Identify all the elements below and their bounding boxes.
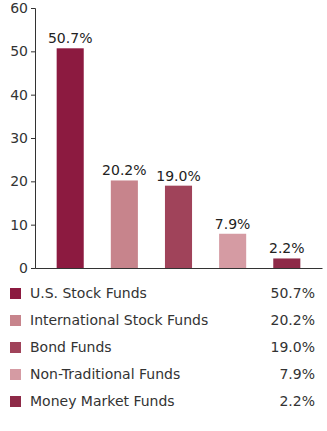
legend-swatch [10, 342, 21, 353]
y-tick: 40 [10, 87, 35, 103]
legend-label: Non-Traditional Funds [30, 366, 180, 382]
y-tick-label: 0 [19, 260, 28, 276]
data-label: 50.7% [48, 30, 92, 46]
y-tick: 50 [10, 43, 35, 59]
y-tick: 10 [10, 217, 35, 233]
legend-label: U.S. Stock Funds [30, 285, 147, 301]
bar [57, 48, 84, 268]
legend-item: Non-Traditional Funds 7.9% [10, 366, 315, 382]
y-tick-mark [31, 225, 35, 226]
y-tick: 30 [10, 130, 35, 146]
y-tick-mark [31, 138, 35, 139]
legend-label: Bond Funds [30, 339, 112, 355]
y-tick-label: 20 [10, 173, 28, 189]
legend-value: 2.2% [279, 393, 315, 409]
y-tick: 60 [10, 0, 35, 16]
data-labels: 50.7% 20.2% 19.0% 7.9% 2.2% [48, 30, 305, 256]
data-label: 19.0% [156, 168, 200, 184]
y-tick-mark [31, 8, 35, 9]
legend-value: 19.0% [271, 339, 315, 355]
legend-item: Money Market Funds 2.2% [10, 393, 315, 409]
y-tick-mark [31, 181, 35, 182]
y-tick-mark [31, 268, 35, 269]
legend-value: 7.9% [279, 366, 315, 382]
legend-item: International Stock Funds 20.2% [10, 312, 315, 328]
bar [219, 234, 246, 268]
x-axis [36, 268, 323, 269]
y-tick-mark [31, 51, 35, 52]
legend-swatch [10, 396, 21, 407]
legend-label: International Stock Funds [30, 312, 208, 328]
bars [57, 48, 301, 268]
y-axis-line [31, 9, 36, 269]
legend-label: Money Market Funds [30, 393, 175, 409]
y-tick-label: 30 [10, 130, 28, 146]
y-tick: 20 [10, 173, 35, 189]
y-tick-mark [31, 95, 35, 96]
chart: 010203040506050.7%20.2%19.0%7.9%2.2%U.S.… [0, 0, 327, 431]
y-tick-label: 40 [10, 87, 28, 103]
legend-item: Bond Funds 19.0% [10, 339, 315, 355]
legend-swatch [10, 288, 21, 299]
data-label: 7.9% [215, 216, 251, 232]
data-label: 20.2% [102, 162, 146, 178]
x-axis-line [36, 268, 323, 269]
y-tick: 0 [19, 260, 35, 276]
y-tick-label: 50 [10, 43, 28, 59]
legend-item: U.S. Stock Funds 50.7% [10, 285, 315, 301]
bar [111, 180, 138, 268]
legend-value: 20.2% [271, 312, 315, 328]
y-axis: 0 10 20 30 40 50 60 [10, 0, 35, 276]
y-tick-label: 60 [10, 0, 28, 16]
y-tick-label: 10 [10, 217, 28, 233]
legend-value: 50.7% [271, 285, 315, 301]
legend: U.S. Stock Funds 50.7% International Stock… [10, 285, 315, 409]
data-label: 2.2% [269, 240, 305, 256]
legend-swatch [10, 315, 21, 326]
bar [165, 186, 192, 268]
legend-swatch [10, 369, 21, 380]
bar [273, 258, 300, 268]
